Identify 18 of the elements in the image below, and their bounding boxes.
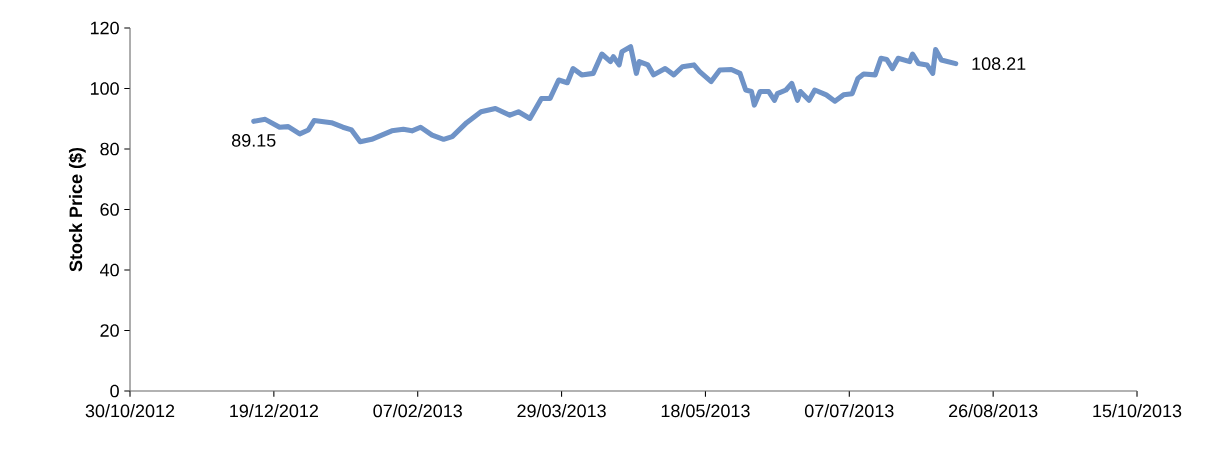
x-tick-label: 19/12/2012: [230, 404, 318, 418]
x-tick-label: 18/05/2013: [661, 404, 750, 418]
y-tick-label: 40: [100, 263, 119, 277]
x-tick-label: 07/02/2013: [373, 404, 462, 418]
y-tick-label: 0: [110, 384, 119, 398]
x-tick-label: 30/10/2012: [85, 404, 175, 418]
y-axis-title: Stock Price ($): [68, 147, 86, 272]
y-tick-label: 60: [100, 203, 119, 216]
y-tick-label: 80: [100, 142, 119, 156]
x-tick-label: 07/07/2013: [804, 404, 894, 418]
x-tick-label: 15/10/2013: [1093, 404, 1182, 418]
x-tick-label: 26/08/2013: [949, 404, 1038, 418]
annotation: 89.15: [231, 134, 276, 147]
x-tick-label: 29/03/2013: [517, 404, 606, 418]
y-tick-label: 100: [90, 82, 119, 95]
annotation: 108.21: [972, 57, 1026, 71]
y-tick-label: 120: [90, 21, 119, 35]
y-tick-label: 20: [100, 324, 119, 337]
